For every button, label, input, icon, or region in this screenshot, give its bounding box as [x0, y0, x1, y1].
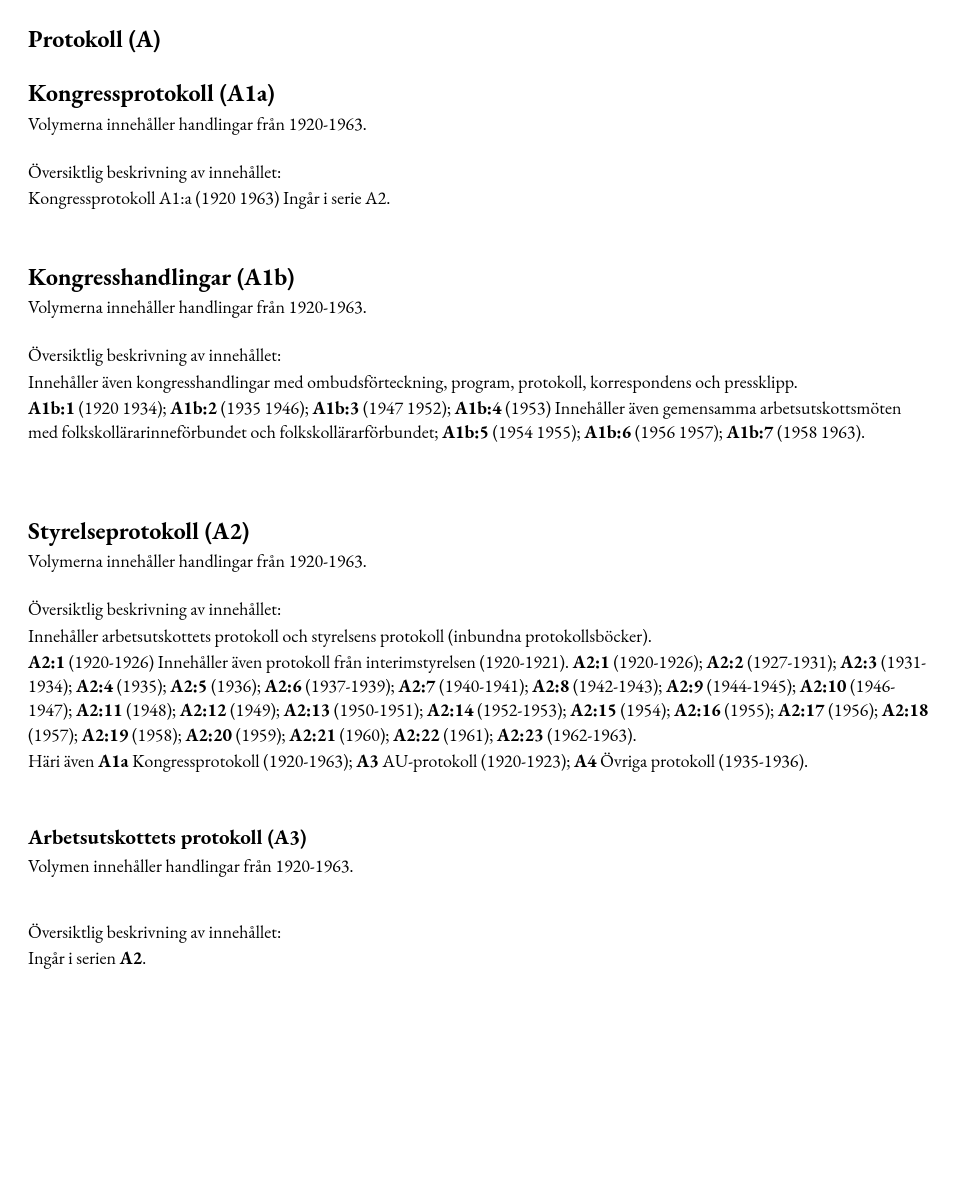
bold-run: A2:1 — [573, 651, 610, 674]
bold-run: A1b:5 — [442, 421, 489, 444]
overview-label-a2: Översiktlig beskrivning av innehållet: — [28, 598, 932, 622]
text-run: (1960); — [336, 724, 393, 747]
bold-run: A2:22 — [393, 724, 440, 747]
bold-run: A2:1 — [28, 651, 65, 674]
bold-run: A2:7 — [398, 675, 435, 698]
text-run: (1947 1952); — [359, 397, 454, 420]
text-run: Kongressprotokoll (1920-1963); — [129, 750, 357, 773]
text-run: (1920-1926) Innehåller även protokoll fr… — [65, 651, 573, 674]
body-a3: Ingår i serien A2. — [28, 947, 932, 971]
bold-run: A2:8 — [532, 675, 569, 698]
bold-run: A2:6 — [265, 675, 302, 698]
bold-run: A2:10 — [800, 675, 847, 698]
text-run: Häri även — [28, 750, 98, 773]
text-run: (1937-1939); — [302, 675, 399, 698]
text-run: (1949); — [226, 699, 283, 722]
bold-run: A2:19 — [82, 724, 129, 747]
bold-run: A2:16 — [674, 699, 721, 722]
bold-run: A2:15 — [570, 699, 617, 722]
bold-run: A2:23 — [497, 724, 544, 747]
bold-run: A4 — [574, 750, 596, 773]
section-heading-a2: Styrelseprotokoll (A2) — [28, 516, 932, 548]
text-run: (1961); — [440, 724, 497, 747]
bold-run: A1a — [98, 750, 128, 773]
text-run: (1927-1931); — [744, 651, 841, 674]
intro-a1b: Innehåller även kongresshandlingar med o… — [28, 371, 932, 395]
overview-label-a1b: Översiktlig beskrivning av innehållet: — [28, 344, 932, 368]
bold-run: A2:13 — [284, 699, 331, 722]
bold-run: A1b:2 — [170, 397, 217, 420]
section-heading-a1a: Kongressprotokoll (A1a) — [28, 78, 932, 110]
text-run: (1940-1941); — [435, 675, 532, 698]
bold-run: A2:9 — [666, 675, 703, 698]
text-run: (1959); — [232, 724, 289, 747]
text-run: (1956); — [824, 699, 881, 722]
text-run: (1948); — [123, 699, 180, 722]
text-run: Övriga protokoll (1935-1936). — [597, 750, 809, 773]
text-run: . — [142, 947, 146, 970]
volume-line-a1a: Volymerna innehåller handlingar från 192… — [28, 113, 932, 137]
body-a1a: Kongressprotokoll A1:a (1920 1963) Ingår… — [28, 187, 932, 211]
bold-run: A1b:3 — [312, 397, 359, 420]
bold-run: A2 — [120, 947, 142, 970]
bold-run: A2:17 — [778, 699, 825, 722]
bold-run: A2:21 — [289, 724, 336, 747]
bold-run: A2:4 — [76, 675, 113, 698]
text-run: (1957); — [28, 724, 82, 747]
bold-run: A1b:1 — [28, 397, 75, 420]
text-run: Ingår i serien — [28, 947, 120, 970]
bold-run: A1b:6 — [584, 421, 631, 444]
text-run: (1954); — [617, 699, 674, 722]
bold-run: A1b:4 — [455, 397, 502, 420]
bold-run: A2:5 — [170, 675, 207, 698]
volume-line-a2: Volymerna innehåller handlingar från 192… — [28, 550, 932, 574]
text-run: (1920 1934); — [75, 397, 170, 420]
text-run: (1958 1963). — [773, 421, 865, 444]
text-run: (1920-1926); — [610, 651, 707, 674]
bold-run: A2:2 — [706, 651, 743, 674]
text-run: (1935); — [113, 675, 170, 698]
text-run: (1962-1963). — [544, 724, 637, 747]
bold-run: A2:20 — [185, 724, 232, 747]
text-run: AU-protokoll (1920-1923); — [379, 750, 574, 773]
section-heading-a3: Arbetsutskottets protokoll (A3) — [28, 824, 932, 852]
text-run: (1950-1951); — [330, 699, 427, 722]
text-run: (1955); — [721, 699, 778, 722]
text-run: (1942-1943); — [569, 675, 666, 698]
bold-run: A2:12 — [180, 699, 227, 722]
bold-run: A1b:7 — [727, 421, 774, 444]
overview-label-a3: Översiktlig beskrivning av innehållet: — [28, 921, 932, 945]
text-run: (1936); — [207, 675, 264, 698]
text-run: (1935 1946); — [217, 397, 312, 420]
body-a2: A2:1 (1920-1926) Innehåller även protoko… — [28, 651, 932, 748]
text-run: (1952-1953); — [474, 699, 571, 722]
bold-run: A2:18 — [882, 699, 929, 722]
overview-label-a1a: Översiktlig beskrivning av innehållet: — [28, 161, 932, 185]
bold-run: A3 — [356, 750, 378, 773]
intro-a2: Innehåller arbetsutskottets protokoll oc… — [28, 625, 932, 649]
volume-line-a1b: Volymerna innehåller handlingar från 192… — [28, 296, 932, 320]
text-run: (1956 1957); — [631, 421, 726, 444]
text-run: (1944-1945); — [703, 675, 800, 698]
bold-run: A2:14 — [427, 699, 474, 722]
volume-line-a3: Volymen innehåller handlingar från 1920-… — [28, 855, 932, 879]
body2-a2: Häri även A1a Kongressprotokoll (1920-19… — [28, 750, 932, 774]
bold-run: A2:11 — [76, 699, 123, 722]
page-title: Protokoll (A) — [28, 24, 932, 56]
section-heading-a1b: Kongresshandlingar (A1b) — [28, 262, 932, 294]
body-a1b: A1b:1 (1920 1934); A1b:2 (1935 1946); A1… — [28, 397, 932, 446]
text-run: (1958); — [128, 724, 185, 747]
text-run: (1954 1955); — [489, 421, 584, 444]
bold-run: A2:3 — [840, 651, 877, 674]
